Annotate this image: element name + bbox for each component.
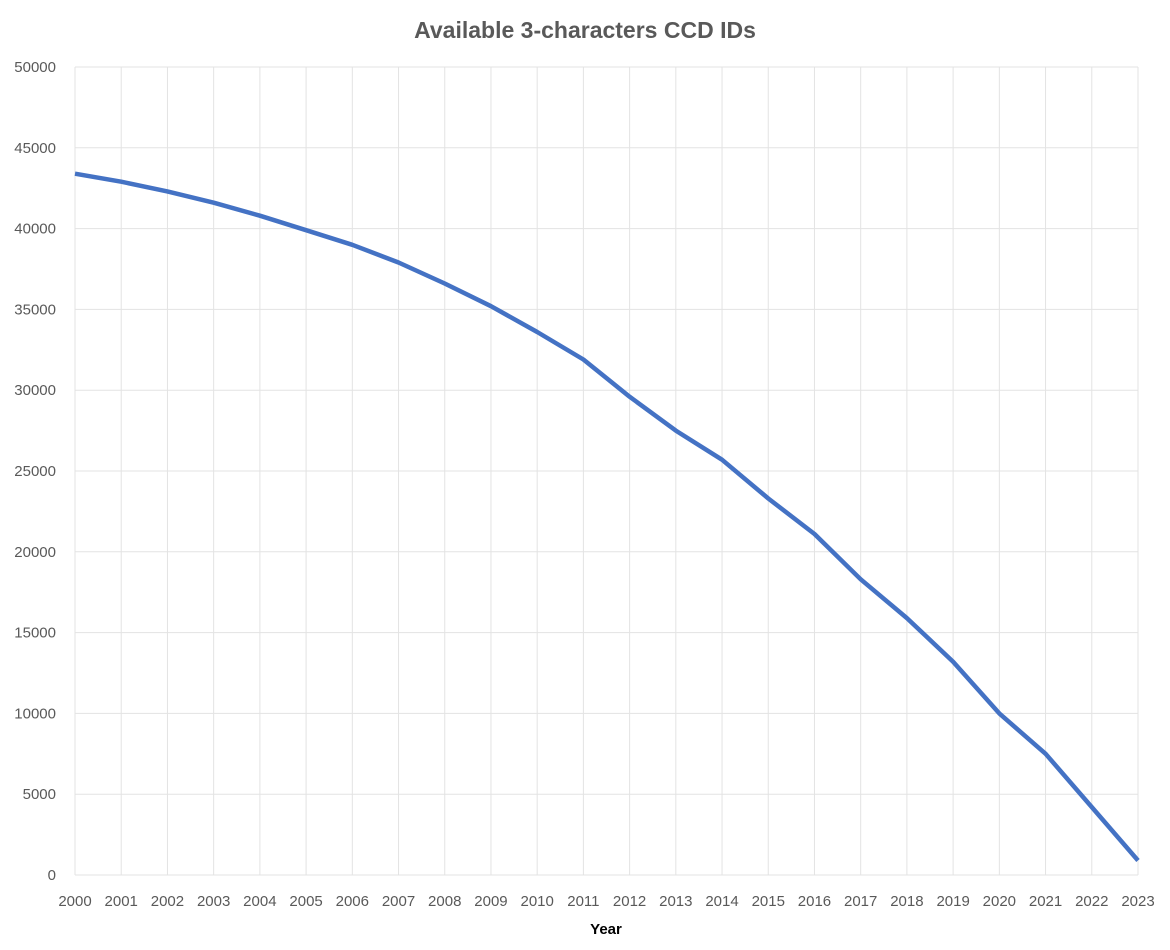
x-tick-label: 2005 xyxy=(289,893,322,910)
x-tick-label: 2019 xyxy=(936,893,969,910)
x-tick-label: 2014 xyxy=(705,893,738,910)
y-tick-label: 35000 xyxy=(14,301,56,318)
x-tick-label: 2020 xyxy=(983,893,1016,910)
x-tick-label: 2013 xyxy=(659,893,692,910)
series-group xyxy=(74,171,1140,862)
x-tick-label: 2002 xyxy=(151,893,184,910)
y-tick-label: 0 xyxy=(48,867,56,884)
y-tick-label: 40000 xyxy=(14,221,56,238)
x-tick-label: 2012 xyxy=(613,893,646,910)
x-tick-label: 2006 xyxy=(336,893,369,910)
x-tick-label: 2015 xyxy=(752,893,785,910)
x-tick-label: 2021 xyxy=(1029,893,1062,910)
y-tick-label: 50000 xyxy=(14,59,56,76)
series-line xyxy=(74,171,1140,862)
x-tick-label: 2001 xyxy=(105,893,138,910)
chart-title: Available 3-characters CCD IDs xyxy=(414,17,756,43)
y-tick-label: 20000 xyxy=(14,544,56,561)
x-tick-label: 2007 xyxy=(382,893,415,910)
x-tick-label: 2004 xyxy=(243,893,276,910)
x-tick-label: 2023 xyxy=(1121,893,1154,910)
x-tick-label: 2016 xyxy=(798,893,831,910)
x-tick-label: 2018 xyxy=(890,893,923,910)
x-axis-ticks: 2000 2001 2002 2003 2004 2005 2006 2007 2008 2009… xyxy=(58,893,1154,910)
y-tick-label: 5000 xyxy=(23,786,56,803)
x-axis-label: Year xyxy=(590,921,622,938)
y-axis-ticks: 0 5000 10000 15000 20000 25000 30000 35000 40000… xyxy=(14,59,56,884)
x-tick-label: 2010 xyxy=(520,893,553,910)
x-tick-label: 2000 xyxy=(58,893,91,910)
x-tick-label: 2008 xyxy=(428,893,461,910)
y-tick-label: 25000 xyxy=(14,463,56,480)
gridlines xyxy=(74,66,1139,876)
x-tick-label: 2009 xyxy=(474,893,507,910)
x-tick-label: 2003 xyxy=(197,893,230,910)
y-tick-label: 10000 xyxy=(14,705,56,722)
x-tick-label: 2022 xyxy=(1075,893,1108,910)
y-tick-label: 30000 xyxy=(14,382,56,399)
x-tick-label: 2011 xyxy=(567,893,599,910)
x-tick-label: 2017 xyxy=(844,893,877,910)
y-tick-label: 15000 xyxy=(14,625,56,642)
y-tick-label: 45000 xyxy=(14,140,56,157)
